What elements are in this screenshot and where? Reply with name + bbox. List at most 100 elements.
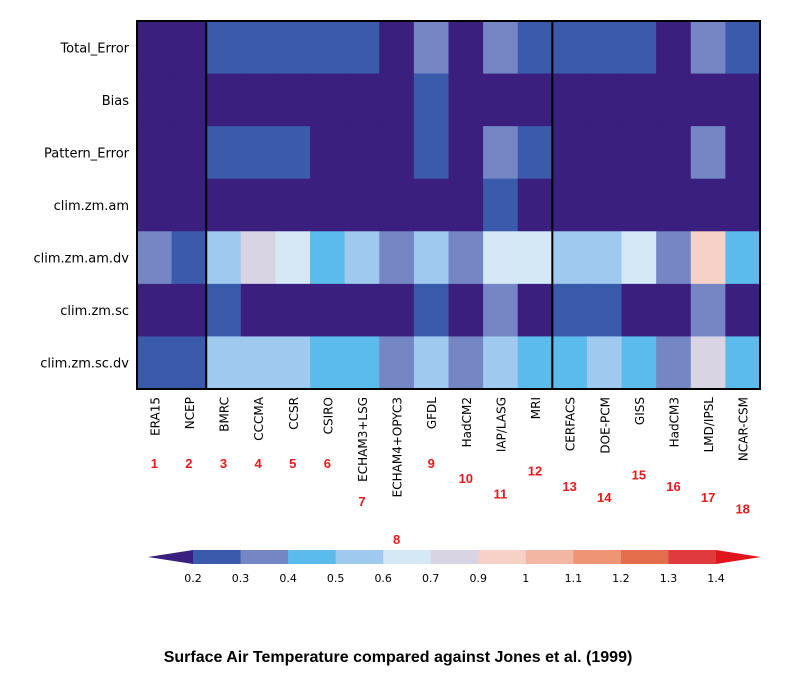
model-number: 8 — [393, 532, 400, 547]
model-number: 7 — [358, 494, 365, 509]
cell-clim.zm.am-DOE-PCM — [586, 178, 623, 232]
model-number: 11 — [494, 486, 508, 501]
cell-Bias-MRI — [517, 73, 553, 127]
cell-clim.zm.sc-ERA15 — [137, 283, 173, 338]
cell-Pattern_Error-GFDL — [413, 126, 450, 180]
colorbar-tick-label: 0.4 — [279, 572, 297, 585]
cell-Pattern_Error-CSIRO — [310, 126, 346, 180]
cell-clim.zm.sc-MRI — [517, 283, 553, 338]
cell-Pattern_Error-ERA15 — [137, 126, 173, 180]
plot-border — [136, 20, 761, 390]
chart-title: Surface Air Temperature compared against… — [163, 649, 633, 666]
cell-clim.zm.am.dv-LMD/IPSL — [690, 231, 726, 285]
cell-clim.zm.am-NCEP — [171, 178, 207, 232]
model-number: 14 — [597, 490, 612, 505]
cell-clim.zm.am.dv-MRI — [517, 231, 553, 285]
column-label: ERA15 — [148, 397, 162, 436]
column-label: BMRC — [218, 397, 232, 432]
cell-Total_Error-CERFACS — [552, 21, 588, 75]
cell-Bias-CERFACS — [552, 73, 588, 127]
cell-clim.zm.am.dv-CCCMA — [240, 231, 277, 285]
cell-Pattern_Error-MRI — [517, 126, 553, 180]
row-label: clim.zm.am.dv — [34, 252, 130, 267]
colorbar: 0.2 0.3 0.4 0.5 0.6 0.7 0.9 1 1.1 1.2 1.3 1.4 — [148, 550, 761, 585]
cell-Total_Error-IAP/LASG — [483, 21, 519, 75]
row-label: Bias — [102, 94, 129, 109]
model-number: 12 — [528, 464, 542, 479]
model-number: 9 — [428, 456, 435, 471]
colorbar-tick-label: 0.5 — [327, 572, 345, 585]
colorbar-swatch — [430, 550, 479, 564]
colorbar-under-triangle — [148, 550, 193, 564]
cell-clim.zm.sc.dv-ERA15 — [137, 336, 173, 390]
cell-Pattern_Error-BMRC — [206, 126, 242, 180]
cell-Total_Error-LMD/IPSL — [690, 21, 726, 75]
cell-Bias-ECHAM3+LSG — [344, 73, 380, 127]
column-labels: ERA15 NCEP BMRC CCCMA CCSR CSIRO ECHAM3+LSG ECH… — [148, 396, 750, 497]
cell-Total_Error-BMRC — [206, 21, 242, 75]
cell-clim.zm.am-NCAR-CSM — [725, 178, 761, 232]
cell-clim.zm.am-HadCM3 — [656, 178, 692, 232]
cell-clim.zm.sc.dv-MRI — [517, 336, 553, 390]
cell-clim.zm.am-LMD/IPSL — [690, 178, 726, 232]
cell-Bias-ECHAM4+OPYC3 — [379, 73, 415, 127]
cell-Bias-HadCM3 — [656, 73, 692, 127]
cell-Pattern_Error-HadCM2 — [448, 126, 484, 180]
cell-Pattern_Error-NCEP — [171, 126, 207, 180]
colorbar-tick-label: 0.2 — [184, 572, 202, 585]
cell-clim.zm.sc-HadCM3 — [656, 283, 692, 338]
model-number: 16 — [666, 479, 680, 494]
cell-clim.zm.sc.dv-IAP/LASG — [483, 336, 519, 390]
row-label: clim.zm.am — [54, 199, 129, 214]
cell-clim.zm.am.dv-CCSR — [275, 231, 311, 285]
cell-clim.zm.sc.dv-HadCM2 — [448, 336, 484, 390]
cell-clim.zm.sc-HadCM2 — [448, 283, 484, 338]
cell-Bias-NCEP — [171, 73, 207, 127]
colorbar-swatch — [288, 550, 337, 564]
cell-clim.zm.am.dv-BMRC — [206, 231, 242, 285]
cell-Bias-ERA15 — [137, 73, 173, 127]
cell-Bias-CCSR — [275, 73, 311, 127]
model-number: 6 — [324, 456, 331, 471]
colorbar-swatch — [240, 550, 289, 564]
cell-Bias-DOE-PCM — [586, 73, 623, 127]
column-label: HadCM3 — [668, 397, 682, 447]
cell-clim.zm.sc.dv-LMD/IPSL — [690, 336, 726, 390]
cell-clim.zm.am-BMRC — [206, 178, 242, 232]
cell-Pattern_Error-NCAR-CSM — [725, 126, 761, 180]
cell-clim.zm.am.dv-HadCM2 — [448, 231, 484, 285]
column-label: IAP/LASG — [494, 397, 508, 452]
cell-Pattern_Error-ECHAM3+LSG — [344, 126, 380, 180]
colorbar-tick-label: 1.4 — [707, 572, 725, 585]
cell-clim.zm.am-ECHAM3+LSG — [344, 178, 380, 232]
cell-clim.zm.sc.dv-GFDL — [413, 336, 450, 390]
row-label: clim.zm.sc — [60, 304, 129, 319]
cell-clim.zm.am.dv-CSIRO — [310, 231, 346, 285]
cell-Pattern_Error-CCSR — [275, 126, 311, 180]
colorbar-swatch — [335, 550, 384, 564]
column-label: ECHAM4+OPYC3 — [391, 397, 405, 497]
model-number: 15 — [632, 467, 646, 482]
column-label: CERFACS — [564, 397, 578, 451]
column-label: CCCMA — [252, 396, 266, 440]
column-label: NCAR-CSM — [737, 397, 751, 461]
cell-clim.zm.am.dv-DOE-PCM — [586, 231, 623, 285]
cell-Pattern_Error-HadCM3 — [656, 126, 692, 180]
cell-Bias-BMRC — [206, 73, 242, 127]
cell-clim.zm.am-CSIRO — [310, 178, 346, 232]
row-labels: Total_Error Bias Pattern_Error clim.zm.am cl… — [34, 41, 130, 371]
row-label: clim.zm.sc.dv — [40, 357, 129, 372]
cell-clim.zm.sc-GFDL — [413, 283, 450, 338]
cell-Total_Error-CCSR — [275, 21, 311, 75]
cell-clim.zm.am-GISS — [621, 178, 657, 232]
cell-clim.zm.am-MRI — [517, 178, 553, 232]
cell-Total_Error-MRI — [517, 21, 553, 75]
cell-clim.zm.am-CERFACS — [552, 178, 588, 232]
cell-Total_Error-ECHAM4+OPYC3 — [379, 21, 415, 75]
cell-Pattern_Error-CERFACS — [552, 126, 588, 180]
cell-clim.zm.am.dv-GISS — [621, 231, 657, 285]
cell-Total_Error-NCAR-CSM — [725, 21, 761, 75]
colorbar-tick-label: 1.1 — [565, 572, 583, 585]
